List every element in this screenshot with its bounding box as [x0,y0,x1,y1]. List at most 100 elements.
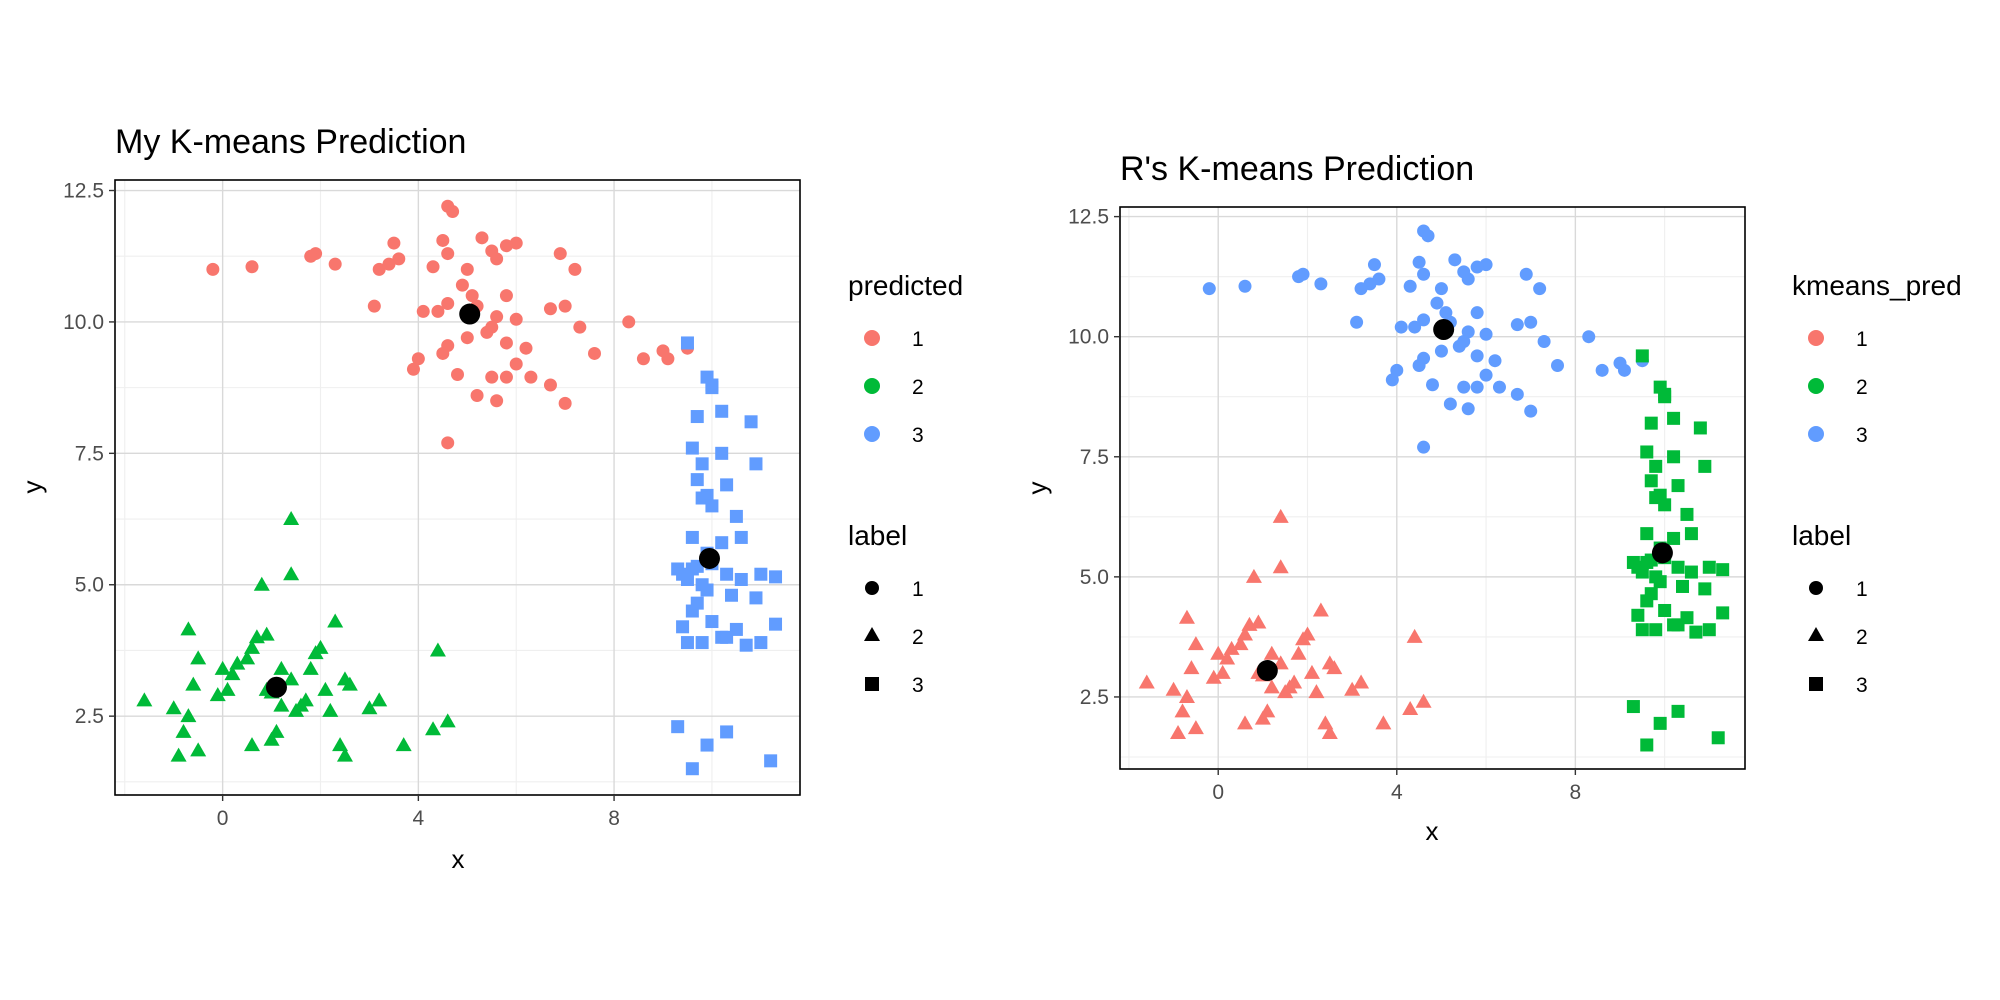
legend-label-1: 1 [1856,328,1868,351]
data-point-circle [1385,373,1399,387]
data-point-square [749,457,763,471]
data-point-circle [490,310,504,324]
data-point-triangle [1219,650,1236,665]
data-point-circle [1524,315,1538,329]
data-point-triangle [1187,636,1204,651]
data-point-square [729,622,743,636]
centroid-point [459,303,481,325]
data-point-square [1658,498,1672,512]
data-point-triangle [336,747,353,762]
x-tick-label: 4 [1391,781,1403,804]
data-point-triangle [297,692,314,707]
data-point-square [720,725,734,739]
data-point-square [1667,411,1681,425]
data-point-circle [1533,282,1547,296]
data-point-triangle [283,671,300,686]
data-point-square [685,530,699,544]
data-point-square [764,754,778,768]
data-point-triangle [209,687,226,702]
data-point-circle [460,331,474,345]
legend-label-2: 2 [912,626,924,649]
data-point-circle [568,262,582,276]
data-point-circle [426,260,440,274]
data-point-circle [304,249,318,263]
data-point-circle [588,346,601,360]
data-point-circle [416,304,430,318]
data-point-triangle [190,650,207,665]
legend-swatch-1 [1808,330,1824,346]
data-point-triangle [1303,664,1320,679]
centroid-point [1256,660,1278,682]
data-point-circle [499,239,513,253]
centroid-point [1433,318,1455,340]
legend-shape-circle [1809,581,1823,595]
data-point-square [680,572,694,586]
data-point-square [754,567,768,581]
data-point-triangle [190,742,207,757]
data-point-triangle [288,702,305,717]
data-point-square [1716,563,1730,577]
data-point-triangle [1272,655,1289,670]
data-point-triangle [224,666,241,681]
plot-frame [114,179,801,796]
data-point-square [1631,608,1645,622]
data-point-triangle [268,723,285,738]
y-tick-label: 2.5 [1080,686,1109,709]
data-point-triangle [1290,645,1307,660]
data-point-triangle [1321,724,1338,739]
data-point-square [1680,507,1694,521]
data-point-triangle [1187,720,1204,735]
data-point-triangle [1263,679,1280,694]
legend-color: predicted 1 2 3 [848,270,963,447]
data-point-circle [499,289,513,303]
data-point-triangle [1237,626,1253,641]
data-point-circle [367,299,381,313]
data-point-triangle [258,626,275,641]
data-point-circle [1470,349,1484,363]
data-point-square [695,636,709,650]
legend-shape: label 1 2 3 [1792,520,1868,697]
data-point-triangle [180,621,197,636]
data-point-triangle [1178,609,1195,624]
data-point-triangle [1299,626,1316,641]
data-point-circle [451,367,464,381]
data-point-triangle [1254,710,1271,725]
data-point-circle [392,252,406,266]
data-point-triangle [283,566,300,581]
data-point-square [739,638,753,652]
data-point-square [1667,531,1681,545]
data-point-circle [1488,354,1502,368]
data-point-circle [1595,363,1609,377]
data-point-triangle [312,639,329,654]
data-point-circle [1354,282,1368,296]
data-point-square [676,620,690,634]
y-tick-label: 7.5 [75,442,104,465]
y-axis-label: y [1022,482,1052,495]
data-point-triangle [439,713,456,728]
data-point-square [1676,579,1689,593]
data-point-circle [1403,279,1417,293]
legend-swatch-3 [864,426,880,442]
legend-shape-triangle [1808,627,1824,641]
data-point-circle [411,352,425,366]
plot-frame [1119,206,1746,770]
data-point-circle [1367,258,1381,272]
data-point-triangle [302,660,319,675]
data-point-circle [1434,282,1448,296]
data-point-circle [1519,267,1533,281]
legend-label-1: 1 [912,578,924,601]
data-point-triangle [1272,508,1289,523]
legend-shape-triangle [864,627,880,641]
centroid-point [265,676,287,698]
data-point-triangle [214,660,231,675]
data-point-circle [509,236,523,250]
data-point-triangle [1210,645,1227,660]
data-point-square [769,617,783,631]
data-point-circle [1443,397,1457,411]
data-point-circle [543,378,557,392]
data-point-circle [455,278,469,292]
legend-label-3: 3 [912,674,924,697]
data-point-square [690,473,704,487]
data-point-square [754,636,768,650]
data-point-square [1658,390,1672,404]
